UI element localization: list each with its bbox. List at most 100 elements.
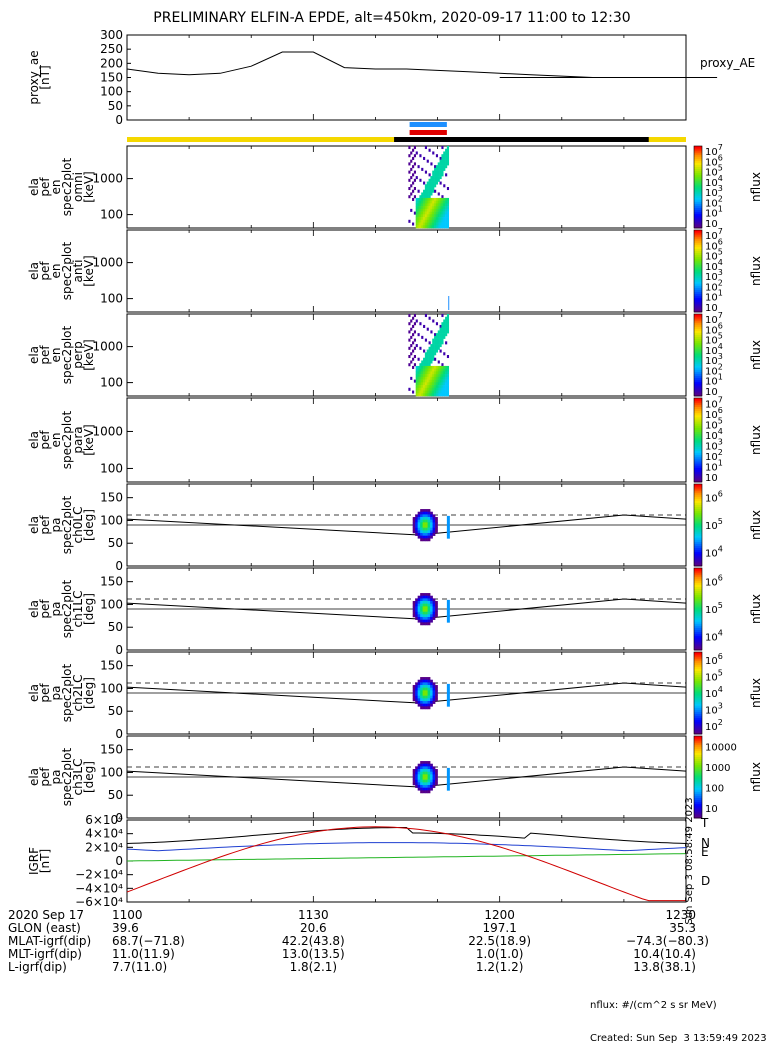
pa-ch1-colorbar-cell (694, 578, 702, 581)
en-omni-cell (421, 225, 424, 229)
en-omni-cell (432, 222, 435, 226)
en-perp-cell (419, 387, 422, 391)
en-para-colorbar-tick: 102 (705, 448, 723, 463)
en-perp-cell (415, 368, 418, 372)
en-anti-colorbar-tick: 104 (705, 258, 723, 273)
en-omni-cell (423, 195, 426, 199)
pa-ch2-cell (425, 685, 428, 688)
en-perp-cell (434, 338, 437, 342)
pa-ch1-cell (422, 593, 426, 597)
en-perp-cell (428, 379, 431, 383)
en-perp-cell (437, 368, 440, 372)
pa-ch2-cell (415, 698, 418, 702)
en-perp-cell (421, 365, 424, 369)
pa-ch3-cell (427, 790, 431, 794)
pa-ch3-losscone (126, 766, 687, 788)
en-perp-cell (423, 376, 426, 380)
en-perp-cell (432, 371, 435, 375)
pa-ch1-cell (427, 616, 431, 620)
pa-ch1-cell (422, 609, 426, 612)
en-perp-cell (441, 387, 444, 391)
xaxis-row-value: 22.5(18.9) (468, 934, 532, 948)
pa-ch1-cell (435, 611, 438, 615)
en-omni-colorbar-cell (694, 148, 702, 151)
en-perp-cell (419, 346, 422, 350)
xaxis-row-value: 20.6 (299, 921, 327, 935)
en-omni-cell (445, 173, 448, 177)
en-omni-cell (412, 189, 415, 193)
pa-ch0-cell (417, 517, 421, 520)
en-omni-cell (421, 200, 424, 204)
pa-ch0-colorbar-cell (694, 561, 702, 565)
en-omni-cell (435, 197, 439, 201)
pa-ch2-cell (432, 682, 436, 686)
en-perp-colorbar-cell (694, 361, 702, 364)
en-anti-colorbar-cell (694, 285, 702, 288)
pa-ch1-colorbar-cell (694, 639, 702, 643)
pa-ch2-cell (427, 698, 431, 702)
pa-ch0-cell (420, 509, 423, 513)
en-perp-cell (421, 335, 424, 339)
en-omni-cell (437, 200, 440, 204)
pa-ch3-cell (430, 784, 433, 788)
en-omni-colorbar-cell (694, 164, 702, 167)
pa-ch3-cell (420, 766, 423, 770)
en-perp-colorbar-cell (694, 316, 702, 319)
en-anti-colorbar-cell (694, 271, 702, 274)
en-omni-cell (437, 176, 440, 180)
pa-ch0-cell (420, 527, 423, 531)
en-omni-panel (126, 145, 687, 229)
en-perp-cell (410, 335, 413, 339)
en-omni-ylabel-line: pef (38, 177, 52, 197)
pa-ch0-cell (435, 530, 438, 534)
pa-ch3-cell (430, 782, 433, 786)
en-omni-cell (426, 222, 429, 226)
en-omni-cell (441, 203, 444, 207)
en-omni-cell (423, 156, 426, 160)
en-perp-cell (445, 333, 448, 337)
en-perp-cell (428, 346, 431, 350)
pa-ch3-cell (427, 774, 431, 778)
en-omni-cell (434, 225, 437, 229)
en-perp-cell (434, 335, 437, 339)
pa-ch0-cell (420, 530, 423, 534)
en-omni-cell (421, 222, 424, 226)
pa-ch2-cell (417, 682, 421, 686)
en-perp-cell (426, 368, 429, 372)
en-omni-colorbar-cell (694, 168, 702, 172)
en-omni-colorbar-cell (694, 205, 702, 208)
en-omni-cell (432, 151, 435, 155)
pa-ch0-colorbar-cell (694, 516, 702, 520)
en-perp-ylabel-line: en (49, 348, 63, 363)
pa-ch0-cell (415, 522, 418, 526)
en-perp-colorbar-cell (694, 340, 702, 344)
pa-ch3-colorbar-cell (694, 758, 702, 762)
en-perp-cell (439, 368, 442, 372)
en-perp-cell (432, 390, 435, 394)
en-perp-panel (126, 313, 687, 397)
pa-ch3-colorbar-cell (694, 750, 702, 753)
pa-ch1-cell (412, 614, 416, 618)
pa-ch0-cell (420, 514, 423, 518)
en-perp-cell (437, 338, 440, 342)
igrf-D-line (126, 826, 686, 902)
pa-ch2-cell (420, 677, 423, 681)
en-perp-cell (441, 365, 444, 369)
en-omni-colorbar-cell (694, 180, 702, 184)
pa-ch1-colorbar-cell (694, 570, 702, 573)
en-omni-cell (408, 154, 411, 158)
pa-ch2-colorbar-cell (694, 719, 702, 723)
igrf-ytick-label: 4×10⁴ (85, 827, 123, 841)
pa-ch2-cell (430, 690, 433, 694)
pa-ch2-colorbar-cell (694, 701, 702, 704)
en-perp-cell (441, 371, 444, 375)
en-perp-cell (430, 374, 433, 378)
en-perp-cell (434, 385, 437, 389)
pa-ch2-colorbar-label: nflux (749, 678, 763, 708)
en-omni-cell (419, 203, 422, 207)
en-omni-ytick-label: 1000 (92, 172, 123, 186)
pa-ch3-colorbar-cell (694, 754, 702, 757)
en-para-colorbar-cell (694, 469, 702, 472)
en-omni-cell (434, 176, 437, 180)
en-perp-cell (424, 390, 428, 394)
